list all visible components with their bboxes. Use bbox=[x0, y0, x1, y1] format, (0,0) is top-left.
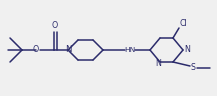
Text: O: O bbox=[33, 46, 39, 55]
Text: Cl: Cl bbox=[179, 19, 187, 29]
Text: N: N bbox=[184, 46, 190, 55]
Text: HN: HN bbox=[124, 47, 136, 53]
Text: N: N bbox=[155, 60, 161, 69]
Text: O: O bbox=[52, 22, 58, 31]
Text: S: S bbox=[191, 63, 196, 72]
Text: N: N bbox=[65, 46, 71, 55]
